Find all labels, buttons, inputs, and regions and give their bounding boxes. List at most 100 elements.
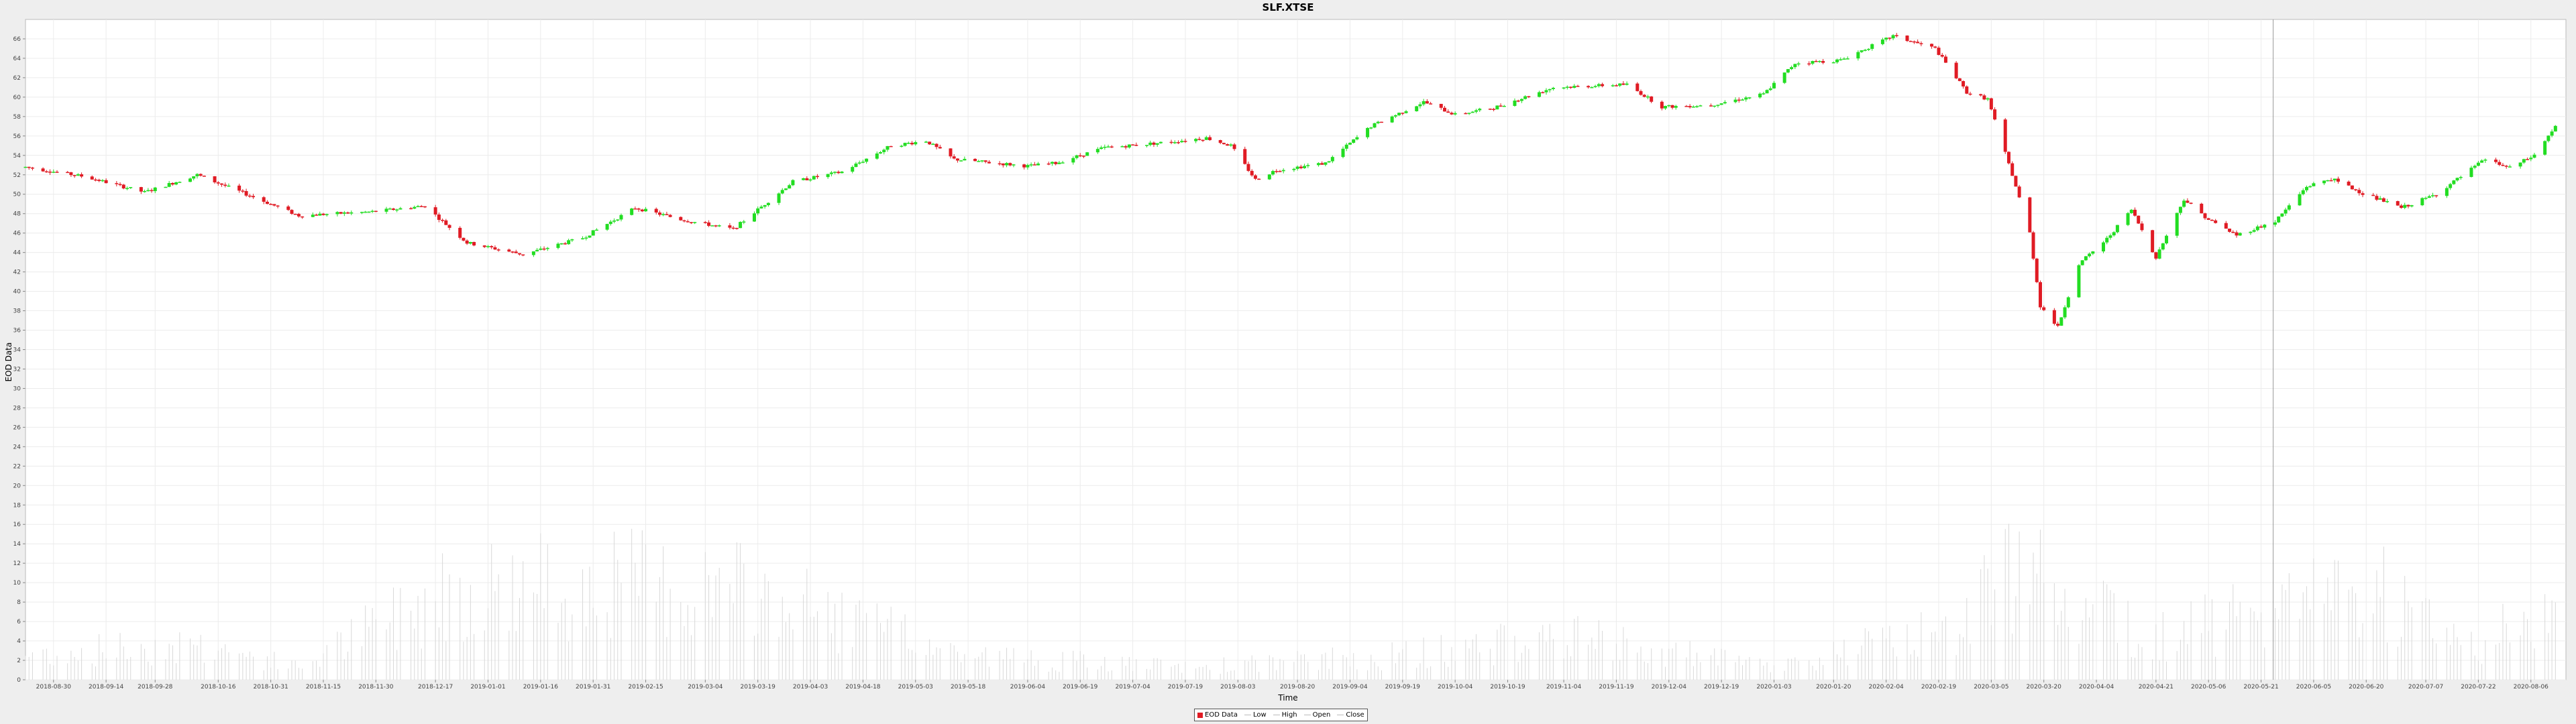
candle-body	[693, 222, 697, 223]
candle-body	[195, 174, 199, 176]
candle-body	[1863, 50, 1867, 51]
candle-body	[1271, 171, 1275, 175]
candle-body	[983, 160, 987, 162]
candle-body	[788, 185, 792, 189]
candle-body	[1366, 127, 1370, 137]
candle-body	[398, 208, 402, 210]
candle-body	[1292, 168, 1296, 170]
candle-body	[1061, 162, 1065, 164]
candle-body	[1036, 163, 1040, 166]
candle-body	[949, 148, 953, 157]
candle-body	[1817, 60, 1821, 62]
candle-body	[1344, 144, 1348, 149]
candle-body	[1587, 86, 1591, 88]
candle-body	[118, 184, 122, 186]
candle-body	[2129, 209, 2133, 213]
candle-body	[1551, 87, 1555, 89]
candle-body	[1548, 88, 1552, 90]
candle-body	[1295, 166, 1299, 169]
candle-body	[2277, 216, 2281, 223]
candle-body	[178, 182, 182, 183]
candle-body	[826, 174, 830, 178]
candle-body	[2483, 160, 2487, 161]
x-tick-label: 2020-06-05	[2296, 684, 2331, 690]
candle-body	[2312, 183, 2316, 186]
candle-body	[1684, 106, 1688, 107]
candle-body	[2238, 233, 2242, 236]
candle-body	[1989, 98, 1993, 110]
candle-body	[2550, 131, 2554, 136]
x-tick-label: 2020-08-06	[2514, 684, 2549, 690]
candle-body	[977, 161, 981, 162]
candle-body	[1905, 36, 1909, 42]
candle-body	[777, 193, 781, 203]
candle-body	[2532, 154, 2536, 158]
candle-body	[1341, 148, 1345, 158]
candle-body	[1022, 164, 1026, 168]
candle-body	[616, 219, 620, 221]
candle-body	[1081, 156, 1085, 157]
candle-body	[2010, 163, 2015, 176]
candle-body	[458, 227, 462, 238]
candle-body	[318, 213, 322, 216]
candle-body	[290, 210, 294, 214]
candle-body	[2088, 253, 2092, 257]
candle-body	[1464, 113, 1468, 115]
x-tick-label: 2020-03-05	[1974, 684, 2008, 690]
candle-body	[202, 176, 206, 177]
candle-body	[1095, 149, 1099, 153]
candle-body	[2354, 189, 2358, 190]
candle-body	[851, 167, 855, 172]
candle-body	[612, 220, 616, 222]
candle-body	[367, 211, 371, 213]
legend-label: High	[1281, 711, 1297, 719]
candle-body	[1719, 103, 1723, 105]
candle-body	[2031, 232, 2035, 259]
candle-body	[1933, 46, 1937, 48]
candle-body	[2255, 226, 2259, 231]
candle-body	[1208, 137, 1212, 140]
candle-body	[1474, 110, 1479, 112]
x-tick-label: 2020-01-20	[1816, 684, 1851, 690]
candle-body	[1243, 149, 1247, 164]
candle-body	[717, 225, 721, 227]
x-tick-label: 2019-01-31	[576, 684, 610, 690]
candle-body	[2476, 162, 2480, 166]
candle-body	[805, 178, 809, 180]
candle-body	[833, 172, 837, 173]
legend-item-low: Low	[1244, 711, 1267, 719]
x-tick-label: 2019-11-19	[1599, 684, 1634, 690]
candle-body	[1614, 85, 1618, 86]
candle-body	[213, 176, 217, 183]
candle-body	[1159, 141, 1163, 143]
candle-body	[1352, 139, 1356, 143]
candle-body	[325, 214, 329, 215]
candle-body	[987, 162, 991, 164]
y-tick-label: 54	[13, 153, 21, 160]
candle-body	[2396, 201, 2400, 206]
candle-body	[959, 160, 963, 162]
candle-body	[2154, 252, 2158, 259]
candle-body	[1884, 38, 1888, 40]
candle-body	[581, 238, 585, 239]
y-tick-label: 16	[13, 522, 21, 528]
candle-body	[2522, 159, 2526, 163]
candle-body	[686, 221, 690, 223]
candle-body	[2501, 164, 2505, 166]
candle-body	[608, 221, 612, 225]
candle-body	[802, 178, 806, 180]
candle-body	[1979, 94, 1983, 96]
candle-body	[2259, 226, 2263, 228]
candle-body	[2175, 213, 2179, 236]
candle-body	[2203, 213, 2207, 219]
candle-body	[1688, 106, 1692, 108]
candle-body	[2546, 135, 2551, 141]
y-tick-label: 40	[13, 289, 21, 296]
candle-body	[1275, 171, 1279, 172]
candle-body	[910, 143, 914, 145]
candle-body	[301, 216, 305, 218]
candle-body	[2235, 232, 2239, 236]
candle-body	[1327, 161, 1331, 163]
candle-body	[952, 156, 956, 159]
